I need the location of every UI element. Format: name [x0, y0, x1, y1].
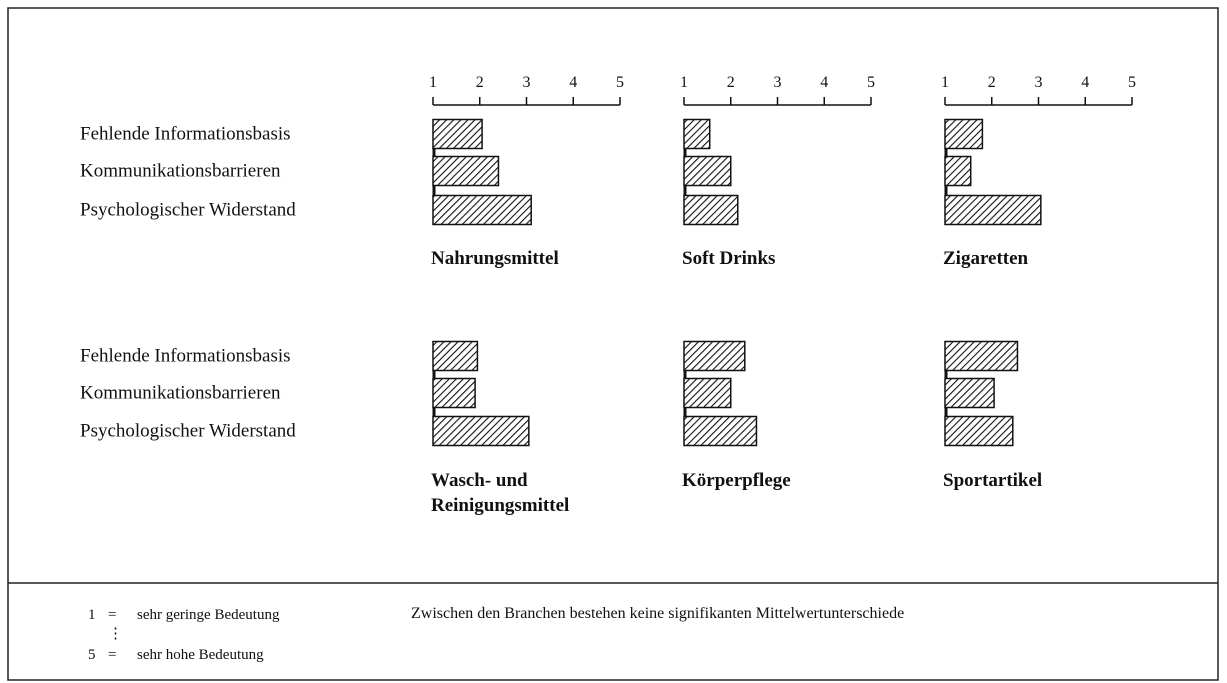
bar — [944, 340, 1019, 372]
bar — [432, 194, 532, 226]
bar — [683, 377, 732, 409]
chart-title: Sportartikel — [943, 470, 1043, 491]
scale-text: sehr hohe Bedeutung — [137, 647, 264, 663]
x-tick-label: 4 — [1081, 74, 1090, 91]
category-label: Psychologischer Widerstand — [80, 199, 296, 221]
bar — [683, 118, 711, 150]
x-tick-label: 2 — [475, 74, 484, 91]
x-tick-label: 5 — [616, 74, 624, 91]
scale-number: 1 — [88, 607, 96, 623]
bar — [683, 155, 732, 187]
chart-title: Wasch- und Reinigungsmittel — [431, 470, 570, 516]
bar — [944, 118, 984, 150]
x-tick-label: 1 — [941, 74, 949, 91]
bar — [683, 415, 758, 447]
chart-title: Soft Drinks — [682, 248, 776, 269]
category-label: Fehlende Informationsbasis — [80, 123, 291, 145]
bar — [944, 194, 1042, 226]
bar — [683, 194, 739, 226]
x-tick-label: 3 — [773, 74, 782, 91]
x-tick-label: 1 — [429, 74, 437, 91]
x-tick-label: 5 — [867, 74, 875, 91]
x-tick-label: 2 — [726, 74, 735, 91]
x-tick-label: 1 — [680, 74, 688, 91]
scale-sign: = — [108, 647, 117, 663]
category-label: Fehlende Informationsbasis — [80, 345, 291, 367]
bar — [944, 155, 972, 187]
chart-title: Nahrungsmittel — [431, 248, 559, 269]
x-tick-label: 3 — [522, 74, 531, 91]
x-tick-label: 2 — [987, 74, 996, 91]
bar — [432, 415, 530, 447]
bar — [944, 377, 995, 409]
bar — [432, 155, 500, 187]
bar — [432, 118, 483, 150]
bar — [944, 415, 1014, 447]
category-label: Kommunikationsbarrieren — [80, 382, 281, 404]
category-label: Psychologischer Widerstand — [80, 420, 296, 442]
bar — [432, 377, 476, 409]
footer-note: Zwischen den Branchen bestehen keine sig… — [411, 605, 905, 622]
scale-number: 5 — [88, 647, 96, 663]
scale-sign: = — [108, 607, 117, 623]
ellipsis: ⋮ — [108, 626, 123, 642]
x-tick-label: 5 — [1128, 74, 1136, 91]
chart-title: Körperpflege — [682, 470, 791, 491]
category-label: Kommunikationsbarrieren — [80, 160, 281, 182]
x-tick-label: 3 — [1034, 74, 1043, 91]
bar — [432, 340, 479, 372]
scale-text: sehr geringe Bedeutung — [137, 607, 280, 623]
x-tick-label: 4 — [820, 74, 829, 91]
bar — [683, 340, 746, 372]
x-tick-label: 4 — [569, 74, 578, 91]
frame — [7, 7, 1219, 681]
chart-title: Zigaretten — [943, 248, 1029, 269]
